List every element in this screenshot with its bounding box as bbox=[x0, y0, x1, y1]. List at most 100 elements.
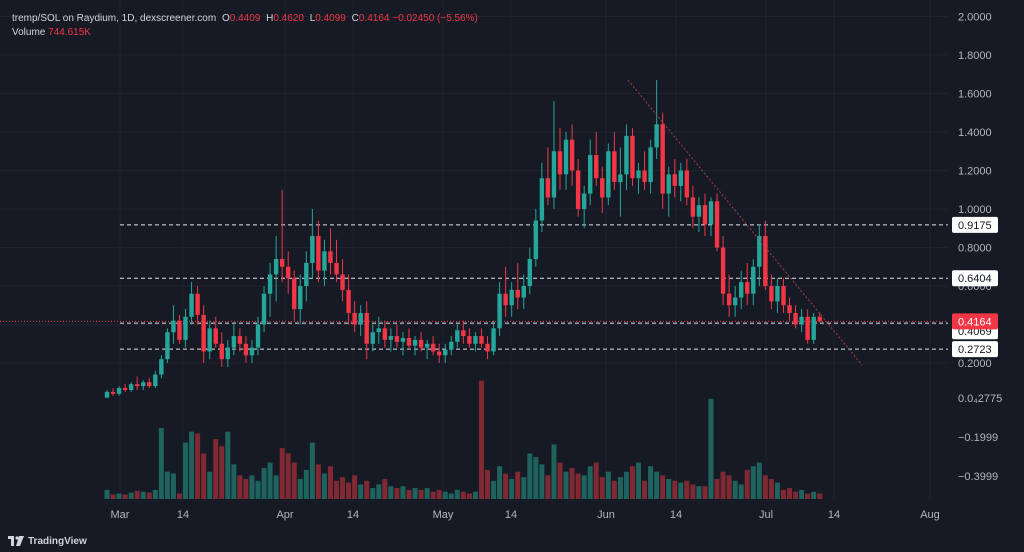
candle-body bbox=[213, 328, 218, 344]
candle-body bbox=[491, 328, 496, 352]
volume-bar bbox=[261, 468, 267, 499]
volume-bar bbox=[648, 466, 654, 499]
candle-body bbox=[793, 312, 798, 325]
volume-bar bbox=[696, 486, 702, 499]
legend-high-label: H bbox=[266, 13, 274, 24]
volume-bar bbox=[315, 464, 321, 499]
candle-body bbox=[515, 289, 520, 298]
candle-body bbox=[708, 201, 714, 225]
candle-body bbox=[437, 351, 442, 356]
volume-bar bbox=[128, 492, 134, 499]
candle-body bbox=[787, 305, 792, 313]
volume-bar bbox=[110, 494, 116, 499]
candle-body bbox=[328, 251, 333, 263]
volume-bar bbox=[116, 493, 122, 499]
candle-body bbox=[225, 347, 230, 360]
volume-bar bbox=[207, 471, 213, 499]
candle-body bbox=[648, 147, 653, 183]
legend-symbol: tremp/SOL on Raydium, 1D, dexscreener.co… bbox=[12, 13, 217, 24]
volume-bar bbox=[587, 466, 593, 499]
volume-bar bbox=[684, 480, 690, 499]
candle-body bbox=[485, 343, 490, 352]
volume-bar bbox=[750, 466, 756, 499]
candle-body bbox=[104, 391, 110, 398]
volume-bar bbox=[636, 462, 642, 499]
volume-bar bbox=[442, 491, 448, 499]
candle-body bbox=[334, 262, 339, 275]
volume-bar bbox=[557, 462, 563, 499]
price-tick-label: 1.4000 bbox=[958, 127, 992, 139]
candle-body bbox=[388, 336, 394, 340]
level-tag: 0.6404 bbox=[958, 273, 992, 285]
candle-body bbox=[606, 151, 611, 198]
volume-bar bbox=[642, 480, 648, 499]
volume-bar bbox=[382, 478, 388, 499]
candle-body bbox=[666, 174, 671, 194]
volume-bar bbox=[575, 473, 581, 499]
candle-body bbox=[702, 205, 708, 225]
volume-bar bbox=[140, 491, 146, 499]
volume-bar bbox=[279, 448, 285, 499]
candle-body bbox=[461, 330, 466, 337]
candle-body bbox=[352, 312, 357, 325]
level-tag: 0.9175 bbox=[958, 220, 992, 232]
volume-bar bbox=[291, 462, 297, 499]
volume-bar bbox=[309, 442, 315, 499]
tradingview-icon bbox=[8, 536, 24, 546]
volume-bar bbox=[352, 475, 358, 499]
time-tick-label: Apr bbox=[276, 509, 293, 521]
volume-bar bbox=[521, 477, 527, 499]
candle-body bbox=[630, 135, 635, 179]
legend-open-label: O bbox=[221, 13, 230, 24]
volume-bar bbox=[678, 482, 684, 499]
volume-bar bbox=[599, 477, 605, 499]
volume-bar bbox=[430, 491, 436, 499]
candle-body bbox=[430, 343, 436, 352]
candle-body bbox=[479, 336, 484, 344]
candle-body bbox=[153, 374, 158, 387]
candle-body bbox=[135, 384, 140, 387]
volume-bar bbox=[799, 489, 805, 499]
volume-bar bbox=[485, 469, 491, 499]
candle-body bbox=[231, 336, 237, 348]
tradingview-logo[interactable]: TradingView bbox=[8, 536, 87, 547]
candle-body bbox=[545, 178, 551, 198]
volume-bar bbox=[593, 462, 599, 499]
volume-bar bbox=[213, 438, 219, 499]
volume-bar bbox=[629, 466, 635, 499]
volume-bar bbox=[787, 488, 793, 499]
volume-bar bbox=[702, 486, 708, 499]
volume-bar bbox=[756, 462, 762, 499]
volume-bar bbox=[176, 493, 182, 499]
volume-bar bbox=[515, 471, 521, 499]
candle-body bbox=[654, 124, 659, 148]
legend-low-label: L bbox=[309, 13, 316, 24]
volume-bar bbox=[424, 488, 430, 499]
candle-body bbox=[171, 320, 176, 333]
candle-body bbox=[817, 316, 822, 322]
volume-bar bbox=[720, 471, 726, 499]
volume-bar bbox=[134, 490, 140, 499]
volume-bar bbox=[406, 489, 412, 499]
volume-bar bbox=[243, 478, 249, 499]
candle-body bbox=[527, 259, 532, 286]
volume-bar bbox=[376, 484, 382, 499]
candle-body bbox=[811, 316, 816, 340]
volume-bar bbox=[732, 480, 738, 499]
volume-bar bbox=[805, 493, 811, 499]
volume-bar bbox=[460, 491, 466, 499]
candle-body bbox=[449, 341, 454, 350]
candle-body bbox=[159, 359, 164, 375]
candle-body bbox=[563, 139, 569, 175]
time-tick-label: Jul bbox=[759, 509, 773, 521]
candle-body bbox=[237, 336, 243, 344]
candle-body bbox=[467, 336, 472, 344]
candle-body bbox=[557, 151, 563, 175]
current-price-tag-bg bbox=[952, 313, 998, 330]
candle-body bbox=[539, 178, 545, 221]
candle-body bbox=[316, 235, 321, 271]
volume-bar bbox=[394, 488, 400, 499]
trendline bbox=[627, 79, 863, 366]
candle-body bbox=[207, 328, 212, 352]
